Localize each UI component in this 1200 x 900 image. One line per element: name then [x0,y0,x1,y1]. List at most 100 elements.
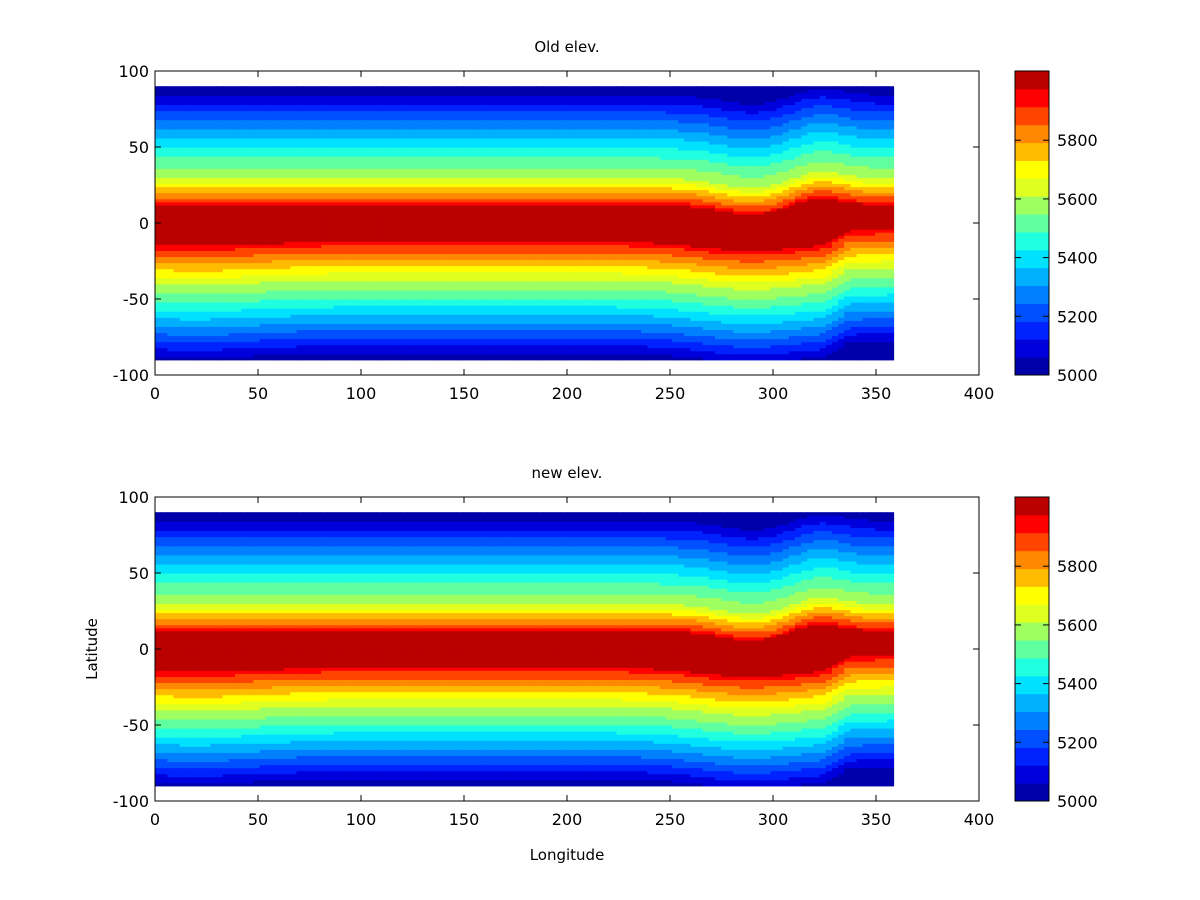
contour-cell [438,204,445,209]
contour-cell [444,271,451,276]
contour-cell [425,213,433,218]
contour-cell [431,344,439,349]
contour-cell [382,232,390,236]
contour-cell [179,283,187,288]
contour-cell [438,344,445,349]
contour-cell [228,204,236,209]
contour-cell [339,207,347,212]
contour-cell [376,195,384,200]
contour-cell [210,226,218,230]
contour-cell [222,223,230,227]
contour-cell [179,244,187,248]
contour-cell [302,280,310,285]
contour-cell [161,201,168,206]
contour-cell [481,183,488,188]
contour-cell [450,213,458,218]
contour-cell [216,153,224,157]
contour-cell [444,317,451,321]
contour-cell [327,147,335,151]
contour-cell [345,186,353,191]
contour-cell [253,232,261,236]
contour-cell [364,338,371,343]
contour-cell [382,259,390,264]
contour-cell [198,326,205,330]
contour-cell [431,174,439,178]
contour-cell [321,119,328,124]
contour-cell [438,122,445,127]
contour-cell [179,198,187,203]
contour-cell [308,271,316,276]
contour-cell [179,219,187,224]
contour-cell [468,302,476,306]
contour-cell [302,204,310,209]
contour-cell [475,162,482,166]
contour-cell [278,98,285,102]
contour-cell [395,89,402,93]
contour-cell [425,289,433,294]
contour-cell [382,344,390,349]
contour-cell [216,350,224,355]
contour-cell [419,344,427,349]
contour-cell [388,229,396,233]
contour-cell [425,302,433,306]
contour-cell [431,286,439,291]
contour-cell [216,344,224,349]
contour-cell [475,195,482,200]
contour-cell [358,268,365,273]
contour-cell [179,104,187,109]
contour-cell [364,213,371,218]
contour-cell [364,131,371,136]
contour-cell [167,204,175,209]
contour-cell [493,338,501,343]
contour-cell [216,168,224,172]
contour-cell [185,213,193,218]
contour-cell [413,143,421,148]
contour-cell [284,323,291,327]
contour-cell [395,326,402,330]
contour-cell [167,256,175,261]
contour-cell [481,292,488,297]
contour-cell [339,216,347,221]
contour-cell [444,101,451,106]
contour-cell [296,295,304,300]
contour-cell [179,119,187,124]
contour-cell [173,134,181,139]
contour-cell [475,171,482,175]
contour-cell [388,213,396,218]
contour-cell [204,207,211,212]
contour-cell [241,150,248,154]
contour-cell [173,323,181,327]
contour-cell [308,305,316,309]
contour-cell [456,116,464,121]
contour-cell [395,137,402,142]
contour-cell [401,256,408,261]
contour-cell [462,216,470,221]
contour-cell [216,86,224,90]
contour-cell [475,107,482,112]
contour-cell [271,162,279,166]
contour-cell [413,277,421,282]
contour-cell [444,204,451,209]
contour-cell [388,198,396,203]
contour-cell [339,162,347,166]
contour-cell [487,256,495,261]
contour-cell [185,119,193,124]
contour-cell [179,92,187,96]
contour-cell [450,156,458,160]
contour-cell [228,162,236,166]
contour-cell [388,156,396,160]
contour-cell [462,292,470,297]
contour-cell [259,150,267,154]
contour-cell [431,131,439,136]
contour-cell [333,317,341,321]
contour-cell [155,292,162,297]
contour-cell [327,156,335,160]
contour-cell [167,131,175,136]
contour-cell [345,116,353,121]
contour-cell [395,171,402,175]
contour-cell [308,122,316,127]
contour-cell [345,180,353,185]
contour-cell [345,253,353,258]
contour-cell [333,262,341,267]
contour-cell [228,116,236,121]
